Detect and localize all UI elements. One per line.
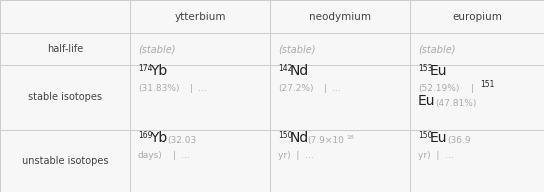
Text: (stable): (stable) (138, 44, 176, 54)
Text: 18: 18 (346, 135, 354, 140)
Text: days): days) (138, 151, 163, 160)
Text: Nd: Nd (290, 131, 309, 145)
Text: (32.03: (32.03 (167, 136, 196, 145)
Text: yr)  |  ...: yr) | ... (278, 151, 314, 160)
Text: 153: 153 (418, 64, 432, 73)
Text: 150: 150 (278, 131, 293, 140)
Text: (stable): (stable) (278, 44, 316, 54)
Text: |: | (190, 84, 193, 93)
Text: (7.9×10: (7.9×10 (307, 136, 344, 145)
Text: Eu: Eu (430, 131, 448, 145)
Text: (47.81%): (47.81%) (435, 99, 477, 108)
Text: ...: ... (332, 84, 341, 93)
Text: europium: europium (452, 12, 502, 22)
Text: Yb: Yb (150, 131, 167, 145)
Text: Yb: Yb (150, 64, 167, 78)
Text: yr)  |  ...: yr) | ... (418, 151, 454, 160)
Text: (52.19%): (52.19%) (418, 84, 459, 93)
Text: Eu: Eu (418, 94, 436, 108)
Text: 151: 151 (480, 80, 494, 89)
Text: |: | (471, 84, 474, 93)
Text: stable isotopes: stable isotopes (28, 93, 102, 103)
Text: ytterbium: ytterbium (174, 12, 226, 22)
Text: Nd: Nd (290, 64, 309, 78)
Text: neodymium: neodymium (309, 12, 371, 22)
Text: 150: 150 (418, 131, 432, 140)
Text: |: | (173, 151, 176, 160)
Text: (36.9: (36.9 (447, 136, 471, 145)
Text: 174: 174 (138, 64, 152, 73)
Text: ...: ... (198, 84, 207, 93)
Text: (31.83%): (31.83%) (138, 84, 180, 93)
Text: half-life: half-life (47, 44, 83, 54)
Text: 169: 169 (138, 131, 152, 140)
Text: unstable isotopes: unstable isotopes (22, 156, 108, 166)
Text: |: | (324, 84, 327, 93)
Text: ...: ... (181, 151, 190, 160)
Text: 142: 142 (278, 64, 292, 73)
Text: (27.2%): (27.2%) (278, 84, 313, 93)
Text: (stable): (stable) (418, 44, 455, 54)
Text: Eu: Eu (430, 64, 448, 78)
